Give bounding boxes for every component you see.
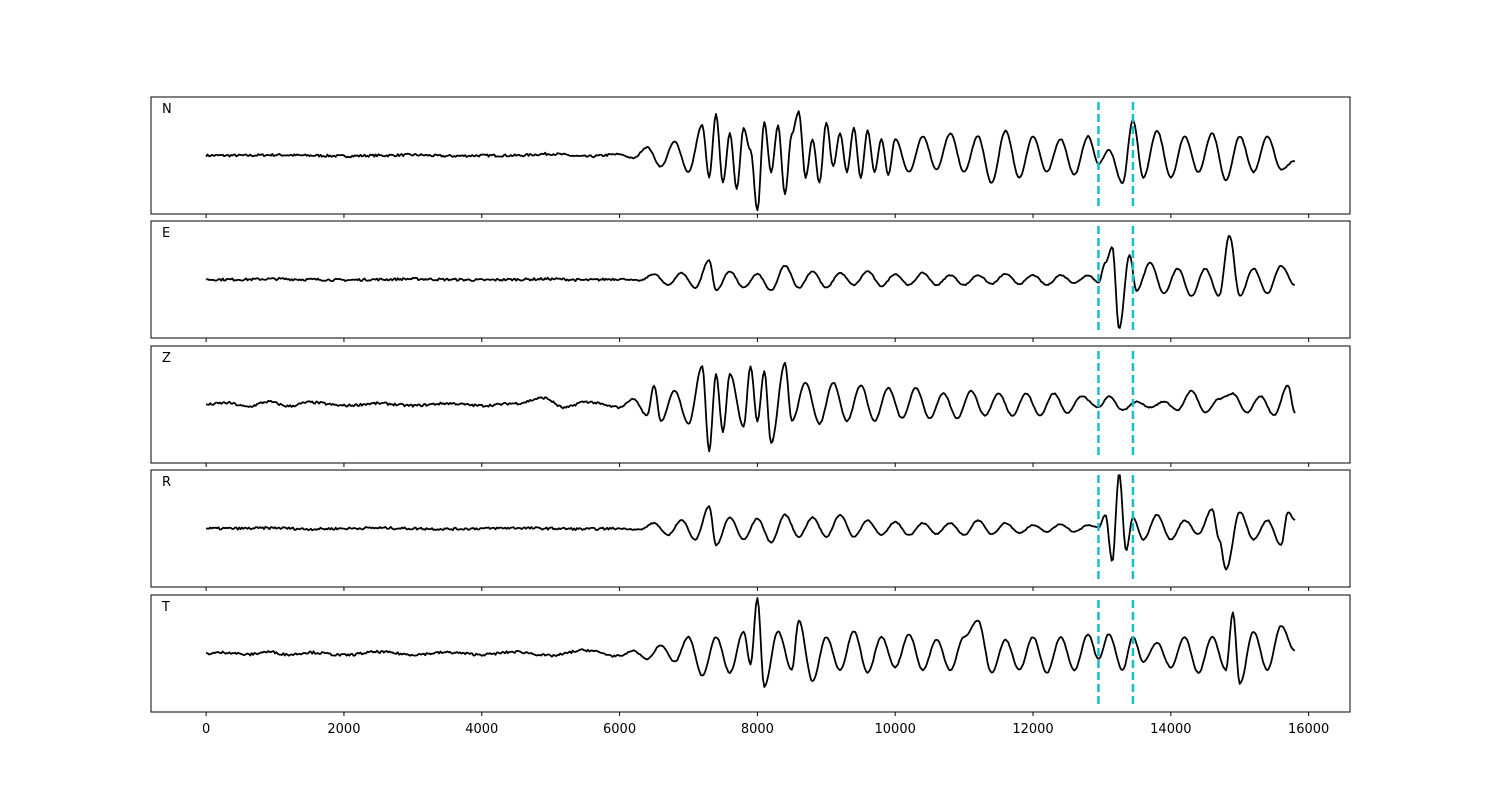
- trace-line: [205, 110, 1296, 212]
- x-tick-label: 0: [202, 722, 210, 737]
- x-tick-label: 2000: [327, 722, 360, 737]
- panel-frame: [150, 469, 1351, 588]
- panel-n: N: [150, 96, 1351, 218]
- x-axis: 0 2000 4000 6000 8000 10000 12000 14000 16000: [202, 722, 1329, 737]
- x-tick-label: 12000: [1012, 722, 1053, 737]
- x-tick-label: 6000: [603, 722, 636, 737]
- panel-r: R: [150, 469, 1351, 591]
- trace-line: [205, 474, 1296, 571]
- trace-line: [205, 361, 1296, 453]
- trace-line: [205, 235, 1296, 329]
- panel-e: E: [150, 220, 1351, 342]
- panel-label: Z: [162, 351, 171, 366]
- x-tick-label: 10000: [875, 722, 916, 737]
- panel-label: R: [162, 475, 171, 490]
- panel-frame: [150, 594, 1351, 713]
- panel-frame: [150, 220, 1351, 339]
- panel-frame: [150, 345, 1351, 464]
- panel-label: T: [161, 600, 170, 615]
- x-tick-label: 16000: [1288, 722, 1329, 737]
- x-tick-label: 4000: [465, 722, 498, 737]
- panel-t: T: [150, 594, 1351, 716]
- trace-line: [205, 597, 1296, 688]
- panel-label: N: [162, 102, 172, 117]
- x-tick-label: 8000: [741, 722, 774, 737]
- x-tick-label: 14000: [1150, 722, 1191, 737]
- panel-z: Z: [150, 345, 1351, 467]
- panel-frame: [150, 96, 1351, 215]
- panel-label: E: [162, 226, 170, 241]
- trace-panels: N E Z R T: [150, 96, 1351, 716]
